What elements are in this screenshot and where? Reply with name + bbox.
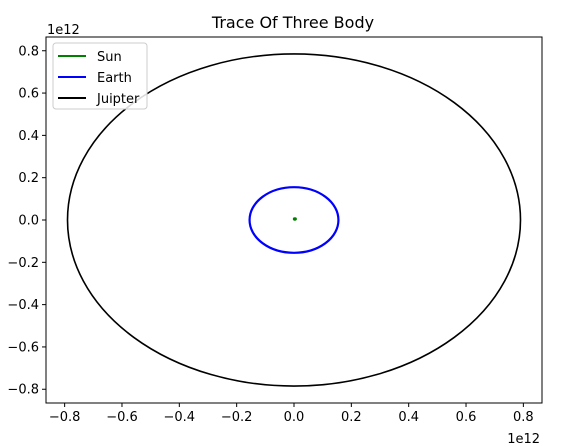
x-tick-label: 0.2 [341, 410, 362, 425]
y-tick-label: 0.0 [18, 214, 39, 229]
x-offset-label: 1e12 [507, 432, 540, 447]
x-tick-label: 0.4 [398, 410, 419, 425]
x-tick-label: 0.6 [456, 410, 477, 425]
y-tick-label: −0.2 [7, 256, 39, 271]
orbit-earth [248, 186, 340, 254]
x-tick-label: −0.8 [49, 410, 81, 425]
legend-box [52, 42, 148, 110]
y-tick-label: 0.4 [18, 129, 39, 144]
legend-label-juipter: Juipter [96, 92, 140, 107]
y-tick-label: −0.4 [7, 298, 39, 313]
y-offset-label: 1e12 [47, 23, 80, 38]
legend: Sun Earth Juipter [52, 42, 148, 110]
axis-ticks: −0.8 −0.6 −0.4 −0.2 0.0 0.2 0.4 0.6 0.8 −0.8 −0.6 −… [7, 44, 533, 425]
x-tick-label: −0.6 [106, 410, 138, 425]
legend-label-sun: Sun [97, 50, 122, 65]
y-tick-label: 0.8 [18, 44, 39, 59]
y-tick-label: −0.8 [7, 383, 39, 398]
chart-title: Trace Of Three Body [211, 13, 374, 32]
y-tick-label: 0.2 [18, 171, 39, 186]
x-tick-label: −0.2 [221, 410, 253, 425]
y-tick-label: −0.6 [7, 340, 39, 355]
x-tick-label: 0.8 [513, 410, 534, 425]
legend-label-earth: Earth [97, 71, 132, 86]
orbit-traces [66, 53, 522, 387]
orbit-juipter [66, 53, 522, 387]
orbit-sun [292, 217, 297, 221]
x-tick-label: −0.4 [164, 410, 196, 425]
y-tick-label: 0.6 [18, 87, 39, 102]
x-tick-label: 0.0 [284, 410, 305, 425]
